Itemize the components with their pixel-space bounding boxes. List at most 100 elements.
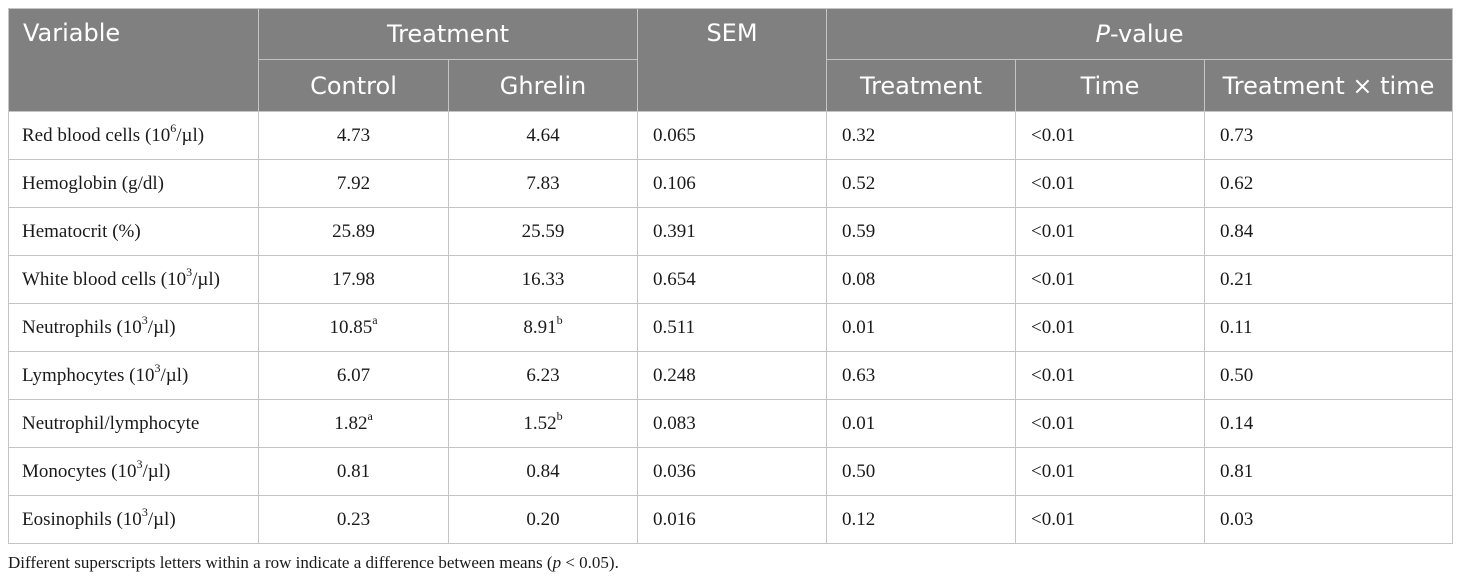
control-value: 25.89 bbox=[332, 220, 375, 242]
header-sem: SEM bbox=[637, 8, 827, 112]
variable-unit: /µl) bbox=[147, 316, 176, 338]
cell-control: 4.73 bbox=[258, 111, 449, 160]
header-p-treatment: Treatment bbox=[826, 59, 1016, 112]
cell-p-treatment: 0.08 bbox=[826, 255, 1016, 304]
cell-p-time: <0.01 bbox=[1015, 207, 1205, 256]
cell-p-interaction: 0.21 bbox=[1204, 255, 1453, 304]
ghrelin-value: 16.33 bbox=[521, 268, 565, 290]
variable-unit-exponent: 6 bbox=[170, 121, 177, 136]
cell-p-time: <0.01 bbox=[1015, 159, 1205, 208]
cell-p-treatment: 0.59 bbox=[826, 207, 1016, 256]
ghrelin-value: 1.52 bbox=[523, 412, 557, 434]
header-p-time: Time bbox=[1015, 59, 1205, 112]
variable-name: Neutrophils (10 bbox=[22, 316, 142, 338]
cell-variable: Neutrophils (103/µl) bbox=[8, 303, 259, 352]
header-ghrelin: Ghrelin bbox=[448, 59, 638, 112]
variable-name: White blood cells (10 bbox=[22, 268, 187, 290]
cell-p-time: <0.01 bbox=[1015, 351, 1205, 400]
cell-p-treatment: 0.01 bbox=[826, 399, 1016, 448]
variable-name: Neutrophil/lymphocyte bbox=[22, 412, 200, 434]
cell-p-interaction: 0.11 bbox=[1204, 303, 1453, 352]
cell-p-interaction: 0.62 bbox=[1204, 159, 1453, 208]
cell-control: 1.82a bbox=[258, 399, 449, 448]
variable-unit-exponent: 3 bbox=[186, 265, 193, 280]
table-row: Neutrophil/lymphocyte 1.82a 1.52b 0.083 0.01… bbox=[8, 399, 1453, 448]
cell-variable: Neutrophil/lymphocyte bbox=[8, 399, 259, 448]
cell-p-treatment: 0.50 bbox=[826, 447, 1016, 496]
ghrelin-value: 4.64 bbox=[526, 124, 560, 146]
ghrelin-value: 0.20 bbox=[526, 508, 560, 530]
variable-unit-exponent: 3 bbox=[154, 361, 161, 376]
table-row: Monocytes (103/µl) 0.81 0.84 0.036 0.50 <0.01… bbox=[8, 447, 1453, 496]
control-value: 1.82 bbox=[334, 412, 368, 434]
cell-sem: 0.106 bbox=[637, 159, 827, 208]
ghrelin-superscript: b bbox=[556, 409, 563, 424]
variable-name: Hematocrit (%) bbox=[22, 220, 141, 242]
cell-sem: 0.083 bbox=[637, 399, 827, 448]
header-variable: Variable bbox=[8, 8, 259, 112]
cell-p-interaction: 0.03 bbox=[1204, 495, 1453, 544]
header-treatment-group: Treatment bbox=[258, 8, 638, 60]
cell-sem: 0.248 bbox=[637, 351, 827, 400]
cell-ghrelin: 25.59 bbox=[448, 207, 638, 256]
cell-variable: White blood cells (103/µl) bbox=[8, 255, 259, 304]
cell-sem: 0.036 bbox=[637, 447, 827, 496]
cell-p-interaction: 0.84 bbox=[1204, 207, 1453, 256]
cell-control: 17.98 bbox=[258, 255, 449, 304]
cell-sem: 0.391 bbox=[637, 207, 827, 256]
cell-sem: 0.654 bbox=[637, 255, 827, 304]
cell-variable: Hematocrit (%) bbox=[8, 207, 259, 256]
cell-variable: Hemoglobin (g/dl) bbox=[8, 159, 259, 208]
variable-name: Monocytes (10 bbox=[22, 460, 137, 482]
variable-unit-exponent: 3 bbox=[141, 313, 148, 328]
cell-sem: 0.511 bbox=[637, 303, 827, 352]
cell-p-interaction: 0.81 bbox=[1204, 447, 1453, 496]
variable-unit: /µl) bbox=[142, 460, 171, 482]
cell-p-interaction: 0.14 bbox=[1204, 399, 1453, 448]
cell-control: 6.07 bbox=[258, 351, 449, 400]
cell-variable: Lymphocytes (103/µl) bbox=[8, 351, 259, 400]
cell-p-time: <0.01 bbox=[1015, 399, 1205, 448]
variable-unit-exponent: 3 bbox=[136, 457, 143, 472]
control-superscript: a bbox=[372, 313, 378, 328]
header-p-interaction: Treatment × time bbox=[1204, 59, 1453, 112]
table-row: Hemoglobin (g/dl) 7.92 7.83 0.106 0.52 <0.01 0… bbox=[8, 159, 1453, 208]
variable-name: Hemoglobin (g/dl) bbox=[22, 172, 164, 194]
cell-ghrelin: 8.91b bbox=[448, 303, 638, 352]
footnote-p: p bbox=[552, 553, 562, 572]
control-value: 4.73 bbox=[336, 124, 371, 146]
variable-name: Eosinophils (10 bbox=[22, 508, 142, 530]
variable-unit: /µl) bbox=[192, 268, 220, 290]
control-value: 0.81 bbox=[336, 460, 371, 482]
header-pvalue-italic: P bbox=[1095, 20, 1110, 48]
variable-unit-exponent: 3 bbox=[141, 505, 148, 520]
cell-p-treatment: 0.12 bbox=[826, 495, 1016, 544]
control-superscript: a bbox=[367, 409, 373, 424]
variable-name: Red blood cells (10 bbox=[22, 124, 171, 146]
footnote-before: Different superscripts letters within a … bbox=[8, 553, 553, 572]
cell-control: 10.85a bbox=[258, 303, 449, 352]
ghrelin-value: 7.83 bbox=[526, 172, 560, 194]
cell-sem: 0.016 bbox=[637, 495, 827, 544]
cell-control: 7.92 bbox=[258, 159, 449, 208]
cell-p-time: <0.01 bbox=[1015, 447, 1205, 496]
cell-sem: 0.065 bbox=[637, 111, 827, 160]
footnote-after: < 0.05). bbox=[561, 553, 619, 572]
cell-ghrelin: 16.33 bbox=[448, 255, 638, 304]
cell-p-interaction: 0.73 bbox=[1204, 111, 1453, 160]
table-row: White blood cells (103/µl) 17.98 16.33 0.65… bbox=[8, 255, 1453, 304]
cell-p-treatment: 0.52 bbox=[826, 159, 1016, 208]
cell-variable: Eosinophils (103/µl) bbox=[8, 495, 259, 544]
table-footnote: Different superscripts letters within a … bbox=[8, 553, 619, 573]
cell-p-time: <0.01 bbox=[1015, 255, 1205, 304]
results-table-container: Variable Treatment SEM P-value Control G… bbox=[8, 8, 1453, 544]
ghrelin-superscript: b bbox=[556, 313, 563, 328]
table-row: Eosinophils (103/µl) 0.23 0.20 0.016 0.12 <0.… bbox=[8, 495, 1453, 544]
results-table: Variable Treatment SEM P-value Control G… bbox=[8, 8, 1453, 544]
table-row: Lymphocytes (103/µl) 6.07 6.23 0.248 0.63 <0.… bbox=[8, 351, 1453, 400]
ghrelin-value: 25.59 bbox=[521, 220, 565, 242]
cell-variable: Red blood cells (106/µl) bbox=[8, 111, 259, 160]
variable-unit: /µl) bbox=[176, 124, 205, 146]
cell-p-time: <0.01 bbox=[1015, 111, 1205, 160]
cell-p-time: <0.01 bbox=[1015, 495, 1205, 544]
